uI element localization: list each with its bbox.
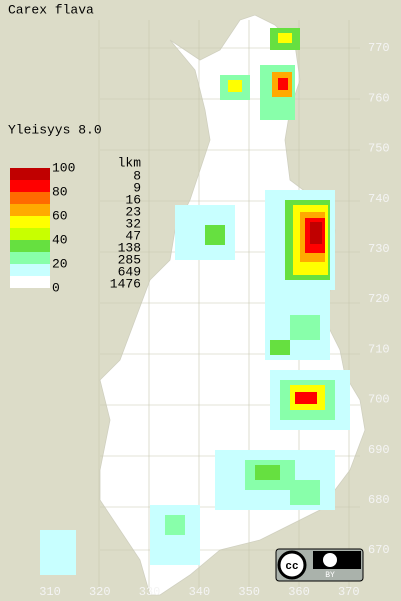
legend-scale-label: 40: [52, 232, 68, 247]
cell: [255, 465, 280, 480]
legend-count: 649: [118, 264, 141, 279]
cell: [295, 392, 317, 404]
x-label: 330: [139, 585, 161, 599]
frequency: Yleisyys 8.0: [8, 122, 102, 137]
legend-scale-label: 0: [52, 280, 60, 295]
legend-count: 8: [133, 168, 141, 183]
legend-count: 32: [125, 216, 141, 231]
cell: [205, 225, 225, 245]
legend-count: 285: [118, 252, 141, 267]
legend-count: 1476: [110, 276, 141, 291]
legend-swatch: [10, 228, 50, 240]
cc-icon: [277, 550, 307, 580]
y-label: 680: [368, 493, 390, 507]
legend-swatch: [10, 180, 50, 192]
cell: [278, 33, 292, 43]
y-label: 760: [368, 91, 390, 105]
legend-swatch: [10, 276, 50, 288]
y-label: 730: [368, 242, 390, 256]
legend-swatch: [10, 192, 50, 204]
cell: [40, 530, 76, 575]
legend-scale-label: 100: [52, 160, 75, 175]
legend-count: 9: [133, 180, 141, 195]
x-label: 350: [238, 585, 260, 599]
cell: [270, 340, 290, 355]
legend-swatch: [10, 252, 50, 264]
cc-badge: cc BY: [275, 548, 364, 582]
legend-scale-label: 80: [52, 184, 68, 199]
legend-count: 16: [125, 192, 141, 207]
y-label: 700: [368, 393, 390, 407]
y-label: 750: [368, 142, 390, 156]
legend-swatch: [10, 168, 50, 180]
by-icon: [323, 553, 337, 567]
cell: [310, 222, 322, 244]
x-label: 340: [189, 585, 211, 599]
legend-count-header: lkm: [118, 155, 142, 170]
legend-swatch: [10, 204, 50, 216]
legend-count: 138: [118, 240, 141, 255]
y-label: 740: [368, 192, 390, 206]
x-label: 370: [338, 585, 360, 599]
cell: [165, 515, 185, 535]
legend-swatch: [10, 264, 50, 276]
y-label: 670: [368, 543, 390, 557]
y-label: 770: [368, 41, 390, 55]
occurrence-cells: [40, 28, 350, 575]
title: Carex flava: [8, 2, 94, 17]
legend-count: 47: [125, 228, 141, 243]
x-label: 320: [89, 585, 111, 599]
x-label: 360: [288, 585, 310, 599]
legend-swatch: [10, 216, 50, 228]
cell: [290, 315, 320, 340]
legend-scale-label: 20: [52, 256, 68, 271]
cell: [228, 80, 242, 92]
legend-count: 23: [125, 204, 141, 219]
y-label: 720: [368, 292, 390, 306]
x-label: 310: [39, 585, 61, 599]
cell: [278, 78, 288, 90]
legend-scale-label: 60: [52, 208, 68, 223]
cell: [290, 480, 320, 505]
legend-swatch: [10, 240, 50, 252]
badge-label: BY: [325, 571, 335, 580]
y-label: 710: [368, 342, 390, 356]
y-label: 690: [368, 443, 390, 457]
cc-icon-text: cc: [285, 561, 298, 573]
